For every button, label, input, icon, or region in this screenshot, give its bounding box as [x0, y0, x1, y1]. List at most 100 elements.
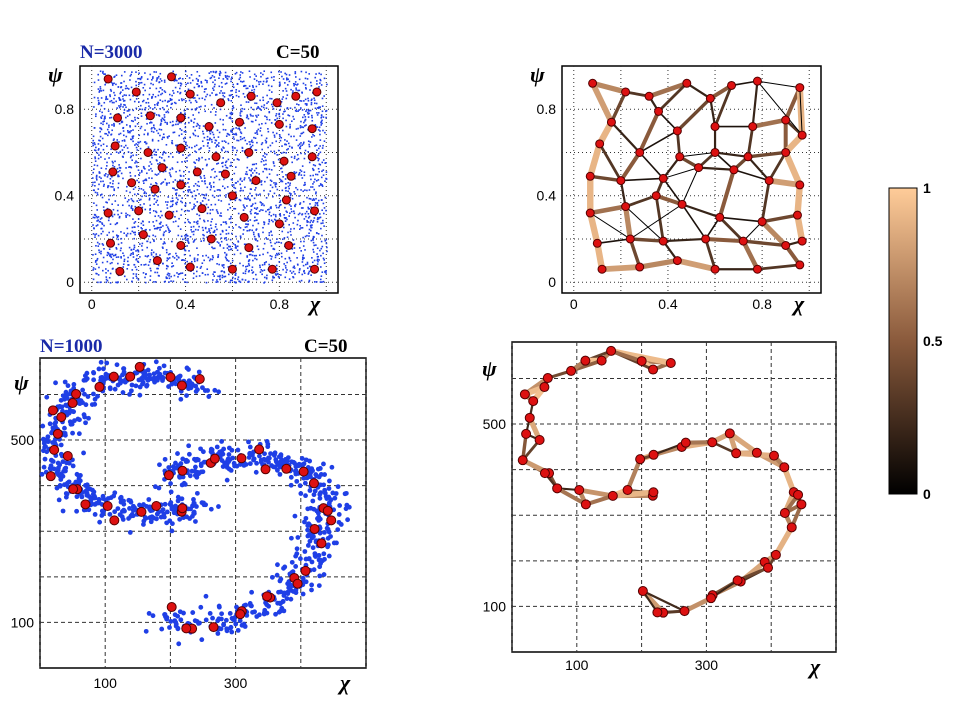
data-point — [221, 92, 224, 94]
data-point — [309, 109, 312, 112]
data-point — [305, 71, 307, 74]
data-point — [300, 227, 302, 229]
data-point — [185, 141, 187, 144]
data-point — [260, 183, 263, 186]
data-point — [166, 136, 169, 138]
data-point — [134, 205, 137, 208]
data-point — [316, 126, 319, 128]
data-point — [235, 627, 241, 633]
data-point — [280, 274, 282, 276]
data-point — [117, 213, 119, 216]
data-point — [230, 117, 232, 120]
data-point — [110, 153, 112, 156]
data-point — [266, 94, 268, 97]
data-point — [123, 103, 125, 106]
data-point — [213, 271, 215, 273]
data-point — [304, 212, 307, 215]
data-point — [254, 212, 257, 214]
data-point — [112, 267, 114, 270]
data-point — [132, 277, 135, 279]
data-point — [285, 97, 288, 100]
data-point — [130, 252, 133, 255]
data-point — [227, 99, 230, 102]
data-point — [261, 611, 267, 617]
data-point — [80, 387, 86, 393]
data-point — [305, 110, 307, 113]
data-point — [248, 70, 251, 73]
data-point — [270, 245, 273, 247]
data-point — [203, 177, 206, 179]
data-point — [228, 624, 234, 630]
data-point — [67, 408, 73, 414]
data-point — [187, 189, 189, 192]
graph-edge — [759, 219, 789, 249]
data-point — [119, 514, 125, 520]
data-point — [105, 276, 108, 278]
data-point — [193, 190, 196, 192]
data-point — [223, 264, 225, 266]
graph-node — [672, 256, 682, 266]
graph-node — [539, 382, 550, 393]
data-point — [309, 582, 315, 588]
data-point — [284, 143, 287, 146]
data-point — [229, 279, 232, 282]
data-point — [132, 137, 134, 139]
data-point — [121, 95, 124, 98]
data-point — [249, 188, 252, 190]
data-point — [319, 139, 322, 141]
data-point — [244, 270, 247, 272]
data-point — [184, 112, 186, 115]
data-point — [262, 155, 265, 157]
data-point — [267, 223, 270, 225]
data-point — [71, 409, 77, 415]
data-point — [164, 242, 166, 245]
data-point — [307, 213, 310, 215]
data-point — [253, 136, 255, 139]
data-point — [255, 219, 258, 222]
data-point — [220, 224, 222, 226]
data-point — [239, 131, 242, 133]
center-point — [71, 389, 82, 400]
data-point — [280, 100, 283, 103]
data-point — [100, 122, 102, 125]
data-point — [160, 93, 162, 96]
data-point — [302, 200, 305, 203]
data-point — [251, 182, 253, 185]
data-point — [189, 222, 191, 224]
data-point — [293, 135, 295, 138]
data-point — [306, 111, 309, 114]
data-point — [154, 104, 156, 106]
data-point — [271, 255, 273, 258]
data-point — [226, 78, 229, 80]
data-point — [251, 266, 254, 269]
center-point — [246, 91, 256, 101]
data-point — [302, 82, 305, 85]
data-point — [118, 216, 121, 219]
data-point — [230, 178, 233, 181]
data-point — [160, 238, 162, 240]
data-point — [286, 269, 288, 271]
data-point — [155, 219, 158, 222]
data-point — [98, 378, 103, 383]
data-point — [253, 108, 255, 111]
data-point — [276, 252, 278, 255]
data-point — [310, 206, 313, 209]
data-point — [122, 263, 125, 266]
data-point — [255, 163, 258, 165]
graph-edge — [674, 257, 718, 273]
data-point — [184, 70, 187, 73]
data-point — [186, 386, 191, 392]
data-point — [248, 141, 251, 143]
center-point — [134, 206, 144, 216]
data-point — [169, 152, 172, 155]
data-point — [101, 223, 104, 226]
data-point — [235, 127, 237, 129]
data-point — [318, 490, 324, 496]
data-point — [193, 272, 195, 275]
data-point — [300, 279, 303, 282]
center-point — [110, 141, 120, 151]
data-point — [205, 88, 207, 90]
data-point — [321, 97, 324, 100]
data-point — [316, 149, 318, 152]
data-point — [144, 208, 147, 211]
